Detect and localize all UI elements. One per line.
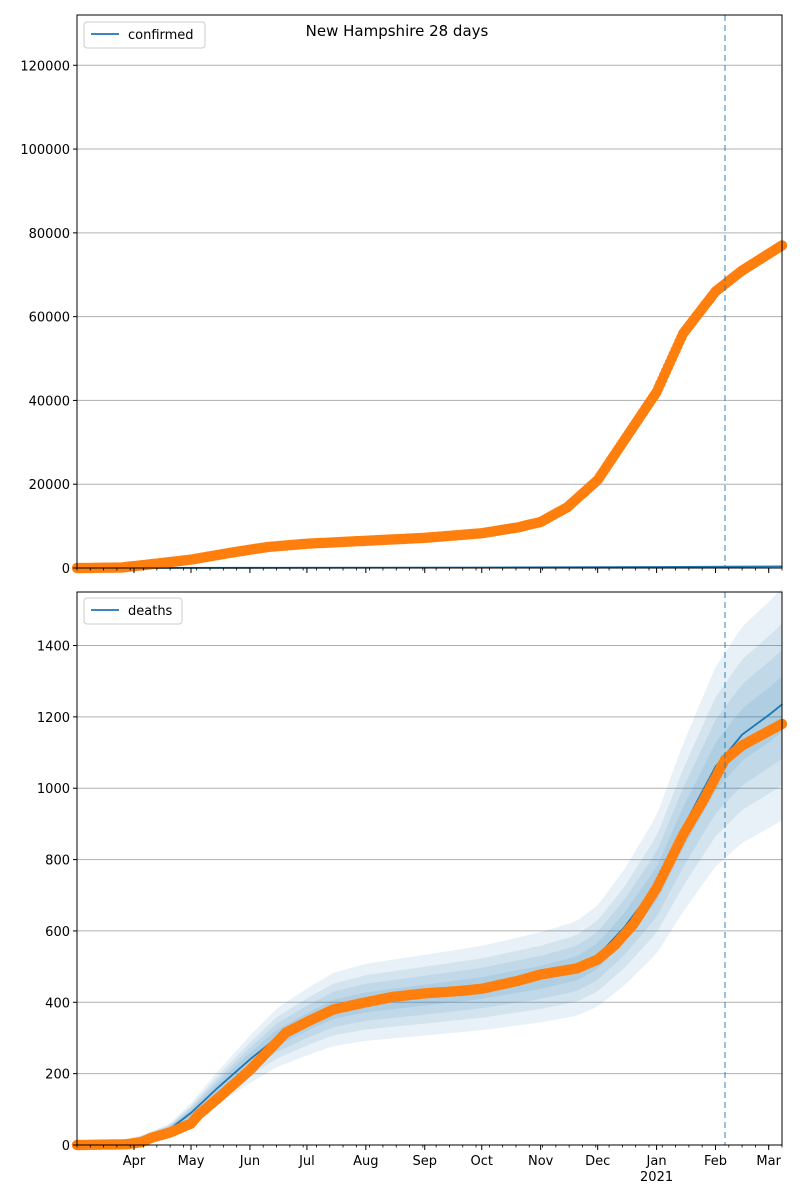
deaths-legend-label: deaths <box>128 604 173 619</box>
confirmed-x-axis <box>76 568 783 573</box>
confirmed-y-tick-label: 80000 <box>29 227 70 242</box>
x-tick-label: Feb <box>704 1154 727 1169</box>
deaths-observed-series <box>71 718 788 1151</box>
deaths-y-tick-label: 1400 <box>37 640 70 655</box>
confirmed-plot-frame <box>76 14 783 569</box>
deaths-band-1 <box>77 623 782 1145</box>
confirmed-y-tick-label: 0 <box>62 562 70 577</box>
x-tick-label: Mar <box>756 1154 781 1169</box>
confirmed-y-tick-label: 100000 <box>20 143 70 158</box>
deaths-y-tick-label: 600 <box>45 925 70 940</box>
x-tick-label: Oct <box>471 1154 493 1169</box>
deaths-band-2 <box>77 650 782 1145</box>
x-tick-label: Jan <box>646 1154 667 1169</box>
x-tick-label: Nov <box>528 1154 554 1169</box>
x-tick-label: Jul <box>298 1154 315 1169</box>
x-tick-label: Apr <box>123 1154 146 1169</box>
x-tick-label: Dec <box>585 1154 610 1169</box>
confirmed-legend-label: confirmed <box>128 28 194 43</box>
deaths-y-tick-label: 1200 <box>37 711 70 726</box>
deaths-panel: 0 200 400 600 800 1000 1200 1400 Apr May Jun Jul Au… <box>37 588 788 1185</box>
confirmed-panel: 0 20000 40000 60000 80000 100000 120000 confir… <box>20 14 788 577</box>
deaths-plot-frame <box>76 591 783 1146</box>
deaths-band-0 <box>77 588 782 1145</box>
x-tick-label: Sep <box>412 1154 437 1169</box>
confirmed-legend: confirmed <box>83 21 206 49</box>
deaths-legend-box <box>83 597 183 625</box>
confirmed-y-tick-label: 120000 <box>20 59 70 74</box>
deaths-y-tick-label: 0 <box>62 1139 70 1154</box>
deaths-x-axis: Apr May Jun Jul Aug Sep Oct Nov Dec Jan Feb Mar 2021 <box>76 1145 783 1185</box>
x-tick-label: May <box>178 1154 205 1169</box>
chart-title: New Hampshire 28 days <box>306 22 489 40</box>
deaths-y-tick-label: 1000 <box>37 782 70 797</box>
confirmed-legend-box <box>83 21 206 49</box>
confirmed-y-axis: 0 20000 40000 60000 80000 100000 120000 <box>20 59 77 577</box>
deaths-y-tick-label: 400 <box>45 996 70 1011</box>
confirmed-y-tick-label: 20000 <box>29 478 70 493</box>
deaths-legend: deaths <box>83 597 183 625</box>
x-tick-label: Aug <box>353 1154 378 1169</box>
x-tick-label: Jun <box>239 1154 260 1169</box>
deaths-y-tick-label: 200 <box>45 1068 70 1083</box>
confirmed-y-tick-label: 40000 <box>29 394 70 409</box>
deaths-y-tick-label: 800 <box>45 854 70 869</box>
deaths-y-axis: 0 200 400 600 800 1000 1200 1400 <box>37 640 77 1154</box>
x-year-label: 2021 <box>640 1170 673 1185</box>
confirmed-y-tick-label: 60000 <box>29 311 70 326</box>
